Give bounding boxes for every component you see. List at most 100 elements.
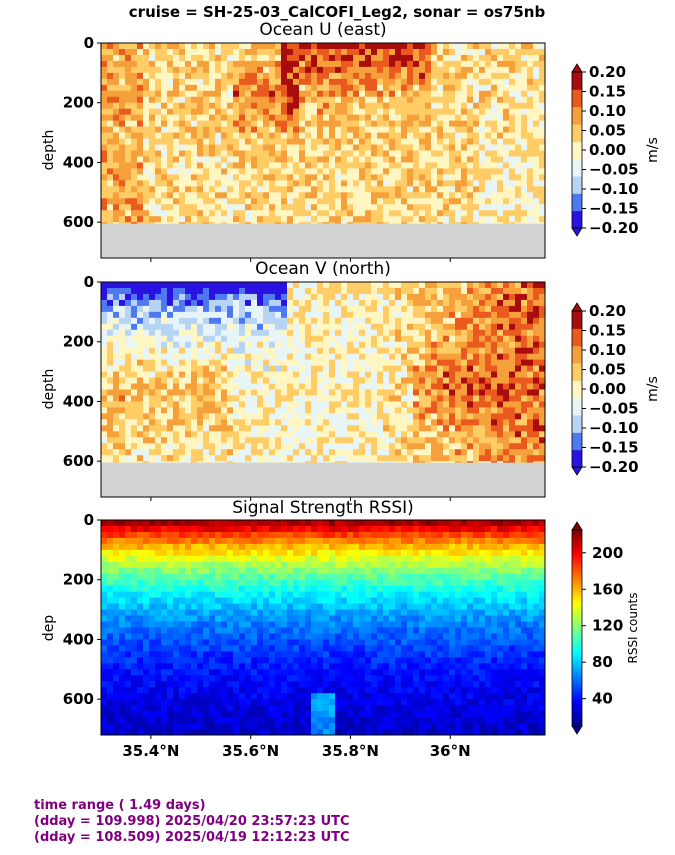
heat-cell — [125, 347, 132, 355]
heat-cell — [329, 180, 336, 187]
heat-cell — [215, 282, 222, 289]
heat-cell — [311, 84, 318, 92]
heat-cell — [209, 311, 216, 319]
heat-cell — [143, 323, 150, 331]
heat-cell — [407, 96, 414, 104]
heat-cell — [107, 162, 114, 170]
heat-cell — [203, 305, 210, 313]
heat-cell — [263, 317, 270, 325]
heat-cell — [539, 72, 545, 80]
heat-cell — [281, 216, 288, 223]
heat-cell — [491, 96, 498, 104]
heat-cell — [281, 455, 288, 462]
heat-cell — [467, 311, 474, 319]
heat-cell — [425, 102, 432, 110]
heat-cell — [281, 437, 288, 444]
heat-cell — [197, 186, 204, 193]
heat-cell — [281, 371, 288, 379]
heat-cell — [179, 180, 186, 187]
heat-cell — [275, 162, 282, 170]
heat-cell — [461, 383, 468, 391]
heat-cell — [269, 168, 276, 175]
heat-cell — [323, 389, 330, 397]
heat-cell — [389, 108, 396, 116]
heat-cell — [215, 443, 222, 450]
heat-cell — [125, 156, 132, 164]
heat-cell — [347, 425, 354, 432]
heat-cell — [533, 150, 540, 158]
heat-cell — [335, 108, 342, 116]
heat-cell — [257, 407, 264, 414]
heat-cell — [197, 329, 204, 337]
heat-cell — [341, 54, 348, 62]
heat-cell — [227, 455, 234, 462]
heat-cell — [131, 365, 138, 373]
heat-cell — [311, 138, 318, 146]
heat-cell — [293, 216, 300, 223]
heat-cell — [401, 90, 408, 98]
heat-cell — [473, 455, 480, 462]
heat-cell — [389, 150, 396, 158]
heat-cell — [161, 335, 168, 343]
heat-cell — [299, 282, 306, 289]
heat-cell — [191, 216, 198, 223]
heat-cell — [341, 317, 348, 325]
heat-cell — [365, 371, 372, 379]
heat-cell — [275, 48, 282, 56]
heat-cell — [305, 48, 312, 56]
heat-cell — [419, 156, 426, 164]
heat-cell — [245, 168, 252, 175]
heat-cell — [431, 425, 438, 432]
heat-cell — [221, 335, 228, 343]
heat-cell — [299, 293, 306, 301]
heat-cell — [299, 72, 306, 80]
heat-cell — [503, 186, 510, 193]
heat-cell — [173, 347, 180, 355]
heat-cell — [335, 180, 342, 187]
heat-cell — [131, 449, 138, 456]
heat-cell — [359, 138, 366, 146]
heat-cell — [437, 419, 444, 426]
heat-cell — [449, 84, 456, 92]
heat-cell — [125, 60, 132, 68]
heat-cell — [389, 371, 396, 379]
heat-cell — [389, 186, 396, 193]
heat-cell — [143, 389, 150, 397]
heat-cell — [383, 419, 390, 426]
heat-cell — [419, 138, 426, 146]
heat-cell — [401, 305, 408, 313]
colorbar-tick-label: −0.10 — [589, 180, 639, 198]
heat-cell — [359, 192, 366, 199]
heat-cell — [203, 102, 210, 110]
heat-cell — [257, 293, 264, 301]
heat-cell — [485, 198, 492, 205]
heat-cell — [173, 329, 180, 337]
heat-cell — [293, 180, 300, 187]
heat-cell — [101, 78, 108, 86]
heat-cell — [503, 60, 510, 68]
heat-cell — [275, 401, 282, 409]
heat-cell — [293, 287, 300, 295]
heat-cell — [413, 287, 420, 295]
heat-cell — [305, 102, 312, 110]
heat-cell — [215, 323, 222, 331]
heat-cell — [527, 204, 534, 211]
heat-cell — [179, 162, 186, 170]
heat-cell — [239, 287, 246, 295]
heat-cell — [275, 198, 282, 205]
heat-cell — [293, 204, 300, 211]
heat-cell — [149, 102, 156, 110]
heat-cell — [473, 299, 480, 307]
heat-cell — [389, 365, 396, 373]
heat-cell — [293, 323, 300, 331]
heat-cell — [101, 72, 108, 80]
heat-cell — [203, 383, 210, 391]
heat-cell — [467, 60, 474, 68]
heat-cell — [527, 210, 534, 217]
heat-cell — [329, 293, 336, 301]
heat-cell — [335, 431, 342, 438]
heat-cell — [395, 210, 402, 217]
heat-cell — [329, 210, 336, 217]
heat-cell — [425, 317, 432, 325]
heat-cell — [437, 299, 444, 307]
